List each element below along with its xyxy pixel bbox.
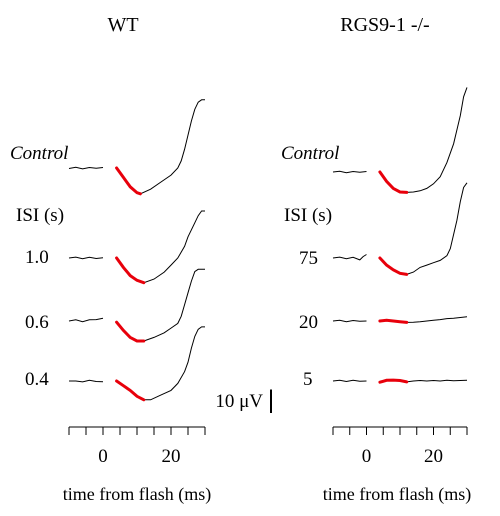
scale-bar-label: 10 μV [215, 391, 263, 412]
trace-response-0 [116, 99, 205, 195]
trace-label-3: 5 [303, 369, 313, 390]
x-tick-label-0: 0 [362, 446, 372, 467]
x-tick-label-1: 20 [162, 446, 181, 467]
x-axis-wt: 0 20 [68, 426, 206, 467]
trace-highlight-0 [378, 170, 409, 194]
trace-label-1: 1.0 [25, 247, 49, 268]
trace-response-1 [379, 182, 468, 275]
trace-baseline-0 [68, 166, 104, 170]
trace-highlight-2 [378, 318, 409, 324]
trace-highlight-3 [378, 378, 409, 384]
control-label: Control [281, 143, 339, 164]
trace-response-1 [116, 210, 205, 284]
trace-response-0 [379, 87, 468, 193]
panel-rgs9: RGS9-1 -/- Control ISI (s) 75 20 5 0 20 t… [281, 14, 471, 505]
x-axis-label: time from flash (ms) [63, 484, 211, 505]
panel-wt: WT Control ISI (s) 1.0 0.6 0.4 0 20 time … [10, 14, 211, 505]
isi-header: ISI (s) [284, 205, 332, 226]
trace-baseline-2 [68, 317, 104, 323]
isi-header: ISI (s) [16, 205, 64, 226]
trace-baseline-3 [332, 379, 367, 383]
trace-label-2: 0.6 [25, 312, 49, 333]
panel-title: WT [107, 14, 138, 36]
trace-baseline-3 [69, 379, 104, 383]
trace-highlight-2 [115, 320, 146, 343]
x-tick-label-1: 20 [424, 446, 443, 467]
traces-rgs9 [332, 87, 468, 384]
trace-response-2 [116, 268, 205, 342]
x-axis-rgs9: 0 20 [332, 426, 468, 467]
trace-baseline-1 [68, 256, 104, 260]
trace-highlight-1 [115, 256, 146, 285]
panel-title: RGS9-1 -/- [340, 14, 429, 36]
trace-label-3: 0.4 [25, 369, 49, 390]
scale-bar: 10 μV [215, 389, 272, 413]
trace-label-2: 20 [299, 312, 318, 333]
trace-baseline-1 [332, 254, 367, 261]
trace-highlight-1 [378, 256, 409, 276]
trace-highlight-3 [115, 379, 146, 402]
trace-highlight-0 [115, 166, 142, 196]
traces-wt [68, 99, 205, 402]
trace-baseline-2 [332, 319, 367, 323]
trace-baseline-0 [332, 170, 367, 174]
x-axis-label: time from flash (ms) [323, 484, 471, 505]
x-tick-label-0: 0 [98, 446, 108, 467]
trace-label-1: 75 [299, 248, 318, 269]
control-label: Control [10, 143, 68, 164]
